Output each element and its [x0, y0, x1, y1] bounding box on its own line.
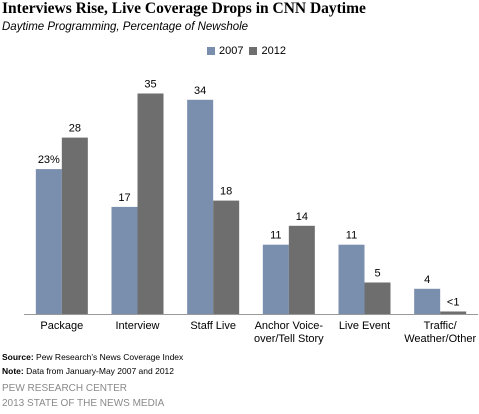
bar-2007-0: [35, 169, 62, 314]
bar-2012-3: [288, 225, 315, 314]
bar-2007-2: [187, 99, 214, 314]
legend-item-2007: 2007: [207, 45, 243, 57]
category-label-5: Traffic/: [424, 320, 458, 332]
legend-swatch-2012: [249, 47, 258, 55]
note-line: Note: Data from January-May 2007 and 201…: [2, 366, 174, 376]
data-label-2012-2: 18: [220, 186, 232, 198]
bar-2012-1: [137, 93, 164, 314]
bar-2007-1: [111, 206, 138, 314]
category-label-2: Staff Live: [190, 320, 236, 332]
bar-2007-3: [262, 244, 289, 314]
bar-2012-0: [61, 137, 88, 314]
category-label-1: Interview: [115, 320, 159, 332]
category-label-5-line2: Weather/Other: [404, 333, 476, 345]
org-line-2: 2013 State of the News Media: [2, 398, 165, 409]
category-label-3-line2: over/Tell Story: [254, 333, 324, 345]
bar-2007-4: [338, 244, 365, 314]
data-label-2007-0: 23%: [38, 154, 60, 166]
source-line: Source: Pew Research’s News Coverage Ind…: [2, 352, 183, 362]
org-line-1: Pew Research Center: [2, 383, 128, 394]
source-label: Source:: [2, 352, 34, 362]
data-label-2007-5: 4: [424, 274, 430, 286]
data-label-2012-0: 28: [69, 123, 81, 135]
bar-2007-5: [414, 288, 441, 314]
data-label-2012-1: 35: [144, 79, 156, 91]
note-text: Data from January-May 2007 and 2012: [26, 366, 175, 376]
category-label-3: Anchor Voice-: [255, 320, 324, 332]
legend-swatch-2007: [207, 47, 215, 55]
chart-title: Interviews Rise, Live Coverage Drops in …: [2, 0, 366, 17]
legend-item-2012: 2012: [249, 45, 286, 57]
bar-2012-4: [364, 282, 391, 314]
data-label-2012-3: 14: [296, 211, 308, 223]
legend: 2007 2012: [207, 45, 292, 57]
data-label-2012-4: 5: [374, 268, 380, 280]
data-label-2007-2: 34: [194, 85, 206, 97]
legend-label-2012: 2012: [261, 45, 286, 57]
bar-2012-2: [213, 200, 240, 314]
category-label-4: Live Event: [339, 320, 390, 332]
data-label-2007-4: 11: [346, 230, 357, 242]
note-label: Note:: [2, 366, 24, 376]
data-label-2012-5: <1: [447, 296, 460, 308]
category-label-0: Package: [40, 320, 83, 332]
data-label-2007-1: 17: [118, 192, 130, 204]
source-text: Pew Research’s News Coverage Index: [36, 352, 184, 362]
legend-label-2007: 2007: [219, 45, 244, 57]
bar-2012-5: [440, 311, 467, 314]
chart-subtitle: Daytime Programming, Percentage of Newsh…: [2, 21, 249, 33]
data-label-2007-3: 11: [270, 230, 281, 242]
